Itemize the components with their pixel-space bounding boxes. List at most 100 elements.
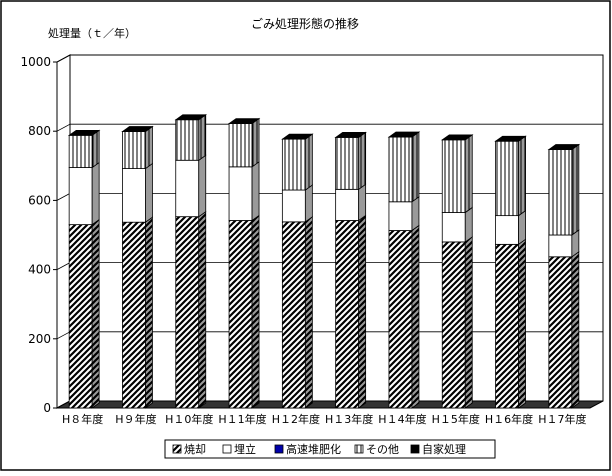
x-tick-label: H１6年度 <box>485 412 533 426</box>
y-axis-label: 処理量（ｔ／年） <box>48 26 136 40</box>
bar-segment-3-8 <box>495 140 519 217</box>
bar-segment-0-4 <box>281 221 306 409</box>
bar-side-3-3 <box>251 117 260 168</box>
bar-segment-1-9 <box>548 234 573 258</box>
legend-label-3: その他 <box>366 443 399 456</box>
bar-segment-0-3 <box>228 220 253 409</box>
plot-area: 0 200 400 600 800 1000 H８年度 H９年度 H１0年度 H１1年度 H１2年度… <box>20 54 604 426</box>
bar-side-3-8 <box>518 135 526 217</box>
bar-segment-1-6 <box>388 201 413 231</box>
bar-side-1-1 <box>145 162 153 223</box>
legend-box <box>164 439 496 459</box>
bar-side-0-8 <box>518 238 526 409</box>
bar-side-3-9 <box>571 143 580 236</box>
bar-segment-0-9 <box>548 256 573 409</box>
x-tick-label: H１5年度 <box>432 412 480 426</box>
bar-top-9 <box>547 144 581 150</box>
bar-segment-1-1 <box>122 168 146 223</box>
bar-side-0-6 <box>411 224 420 409</box>
bar-side-1-7 <box>464 206 473 243</box>
bar-top-5 <box>334 132 367 138</box>
bar-side-1-3 <box>251 161 260 222</box>
bar-segment-1-4 <box>281 189 306 223</box>
bar-top-4 <box>281 133 314 140</box>
bar-side-1-0 <box>91 161 100 226</box>
x-tick-label: H８年度 <box>62 412 103 426</box>
bar-segment-1-0 <box>68 167 93 226</box>
bar-side-0-9 <box>571 251 580 409</box>
y-tick-label: 1000 <box>20 55 51 69</box>
side-wall <box>56 54 71 409</box>
x-tick-label: H１4年度 <box>378 412 426 426</box>
bar-segment-3-6 <box>388 136 413 203</box>
bar-side-1-8 <box>518 209 526 246</box>
x-tick-label: H１3年度 <box>325 412 373 426</box>
bar-side-3-5 <box>358 131 367 191</box>
bar-side-0-2 <box>198 210 207 409</box>
bar-side-3-4 <box>304 133 313 191</box>
bar-side-0-7 <box>464 236 473 409</box>
bar-segment-3-0 <box>68 134 93 168</box>
bar-segment-3-5 <box>335 137 360 190</box>
legend-label-1: 埋立 <box>234 442 256 456</box>
bar-side-1-2 <box>198 154 207 218</box>
y-tick-label: 800 <box>28 124 51 138</box>
legend-swatch-2 <box>274 444 284 454</box>
bar-side-3-1 <box>145 125 153 170</box>
bar-side-3-7 <box>464 134 473 214</box>
bar-side-1-5 <box>358 183 367 222</box>
bar-segment-0-5 <box>335 220 360 409</box>
bar-segment-1-2 <box>175 159 200 218</box>
bar-side-0-4 <box>304 216 313 409</box>
bar-side-0-1 <box>145 216 153 409</box>
legend-swatch-0 <box>172 444 182 454</box>
bar-segment-3-4 <box>281 138 306 191</box>
bar-top-1 <box>121 126 154 132</box>
legend-label-2: 高速堆肥化 <box>286 442 341 456</box>
grid-line-side <box>56 262 71 270</box>
legend-swatch-1 <box>222 444 232 454</box>
bar-side-1-4 <box>304 184 313 223</box>
bar-segment-3-9 <box>548 149 573 236</box>
grid-line-side <box>56 123 71 132</box>
legend: 焼却 埋立 高速堆肥化 その他 自家処理 <box>164 439 496 459</box>
x-tick-label: H１7年度 <box>538 412 586 426</box>
bar-segment-0-6 <box>388 230 413 409</box>
x-tick-label: H１1年度 <box>218 412 266 426</box>
bar-segment-1-3 <box>228 166 253 221</box>
x-tick-label: H１0年度 <box>165 412 213 426</box>
y-tick-label: 400 <box>28 263 51 277</box>
bar-top-7 <box>441 134 474 141</box>
bar-side-1-6 <box>411 196 420 232</box>
bar-top-8 <box>494 135 527 142</box>
y-tick-label: 600 <box>28 193 51 207</box>
bar-segment-3-1 <box>122 131 146 169</box>
bar-segment-1-7 <box>441 212 466 243</box>
bar-side-3-2 <box>198 114 207 162</box>
bar-top-0 <box>67 129 101 136</box>
y-tick-label: 0 <box>43 401 51 415</box>
bar-side-0-0 <box>91 218 100 409</box>
bar-segment-3-7 <box>441 139 466 213</box>
bar-top-6 <box>387 131 421 138</box>
bar-side-0-3 <box>251 214 260 409</box>
bar-segment-0-8 <box>495 243 519 409</box>
legend-label-0: 焼却 <box>184 443 206 456</box>
x-tick-label: H１2年度 <box>272 412 320 426</box>
bar-segment-1-8 <box>495 215 519 245</box>
bar-segment-1-5 <box>335 188 360 221</box>
bar-side-3-6 <box>411 131 420 203</box>
grid-line-side <box>56 193 71 201</box>
grid-line-side <box>56 331 71 340</box>
chart-title: ごみ処理形態の推移 <box>251 16 359 31</box>
bar-segment-0-0 <box>68 224 93 409</box>
y-tick-label: 200 <box>28 332 51 346</box>
bar-segment-3-2 <box>175 119 200 161</box>
grid-line-side <box>56 54 71 63</box>
bar-side-0-5 <box>358 214 367 409</box>
bar-segment-0-2 <box>175 216 200 409</box>
x-tick-label: H９年度 <box>115 412 156 426</box>
